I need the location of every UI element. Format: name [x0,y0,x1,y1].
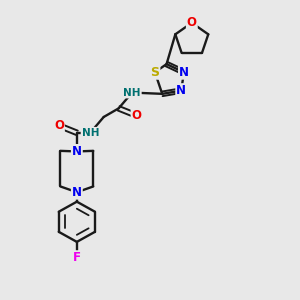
Text: N: N [176,84,186,97]
Text: O: O [132,109,142,122]
Text: NH: NH [82,128,99,138]
Text: S: S [150,66,159,79]
Text: NH: NH [123,88,141,98]
Text: N: N [72,186,82,199]
Text: N: N [72,145,82,158]
Text: O: O [54,119,64,132]
Text: N: N [179,66,189,79]
Text: F: F [73,251,81,264]
Text: O: O [187,16,197,29]
